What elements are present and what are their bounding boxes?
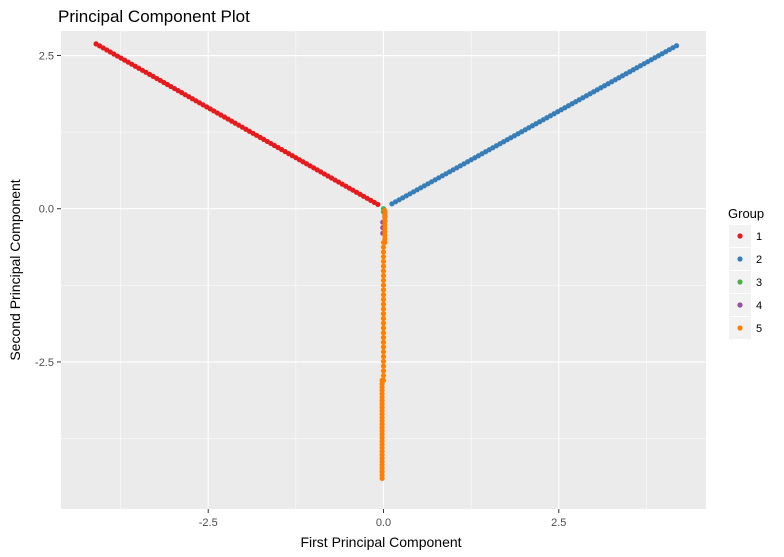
legend-label-1: 1 [756,231,762,243]
legend-label-3: 3 [756,277,762,289]
data-point-group-5 [380,277,387,284]
legend-marker-5 [737,325,743,331]
data-point-group-5 [380,330,387,336]
y-axis-ticks: -2.5 0.0 2.5 [35,51,61,369]
data-point-group-5 [380,287,387,293]
data-point-group-5 [380,249,387,255]
data-point-group-5 [380,306,387,312]
data-point-group-5 [380,296,387,303]
data-point-group-5 [380,339,387,345]
legend-label-4: 4 [756,300,762,312]
data-point-group-5 [380,263,387,269]
chart-title: Principal Component Plot [58,7,250,26]
data-point-group-5 [380,363,387,369]
data-point-group-5 [380,334,387,341]
x-axis-ticks: -2.5 0.0 2.5 [199,509,566,529]
data-point-group-5 [380,258,387,265]
data-point-group-5 [380,301,387,307]
data-point-group-5 [380,372,387,379]
x-axis-title: First Principal Component [300,534,461,550]
data-point-group-2 [673,43,680,49]
data-point-group-5 [380,254,387,260]
y-tick-label: 2.5 [39,51,54,63]
data-point-group-5 [380,353,387,360]
y-tick-label: -2.5 [35,357,54,369]
legend-label-5: 5 [756,323,762,335]
data-point-group-5 [380,320,387,326]
y-axis-title: Second Principal Component [7,179,23,360]
legend: Group 1 2 3 4 5 [728,206,764,339]
data-point-group-5 [380,311,387,317]
data-point-group-5 [380,239,387,246]
x-tick-label: -2.5 [199,517,218,529]
data-point-group-5 [380,244,387,250]
legend-marker-4 [737,302,743,308]
data-point-group-5 [380,273,387,279]
x-tick-label: 2.5 [551,517,566,529]
data-point-group-5 [380,349,387,355]
data-point-group-5 [380,292,387,298]
data-point-group-1 [375,201,381,208]
data-point-group-5 [380,358,387,364]
legend-marker-1 [737,233,743,239]
data-points [93,41,680,481]
legend-marker-2 [737,256,743,262]
data-point-group-5 [380,315,387,322]
data-point-group-5 [380,344,387,350]
x-tick-label: 0.0 [376,517,391,529]
legend-marker-3 [737,279,743,285]
legend-label-2: 2 [756,254,762,266]
y-tick-label: 0.0 [39,204,54,216]
data-point-group-5 [379,475,385,481]
legend-title: Group [728,206,764,221]
data-point-group-5 [380,368,387,374]
data-point-group-5 [380,268,387,274]
data-point-group-5 [380,282,387,288]
data-point-group-5 [380,325,387,331]
